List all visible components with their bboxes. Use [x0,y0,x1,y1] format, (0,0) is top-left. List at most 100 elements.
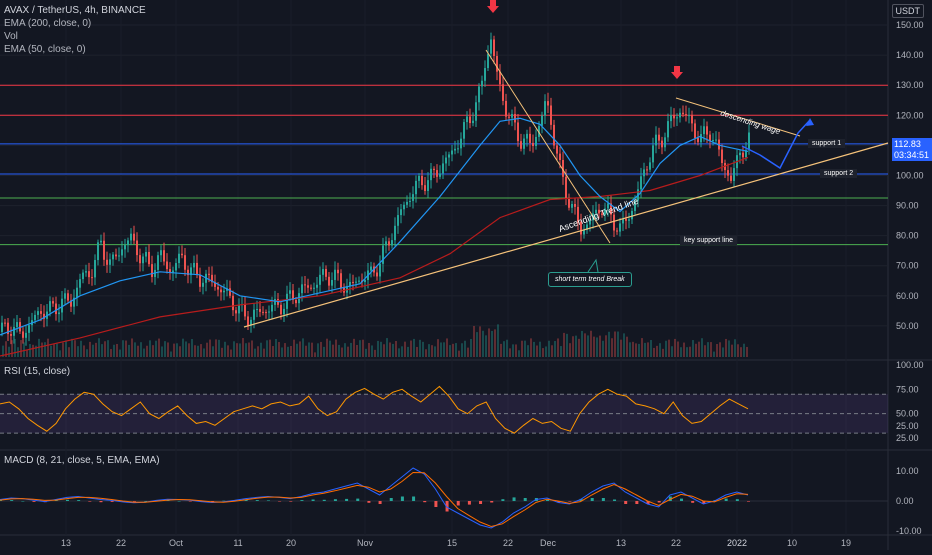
ema-200-line [0,156,749,357]
indicator-ema200[interactable]: EMA (200, close, 0) [4,18,92,29]
volume-bar [551,345,553,357]
candle-body [268,311,270,313]
volume-bar [344,343,346,357]
macd-histogram-bar [445,501,449,512]
candle-body [409,200,411,202]
candle-body [325,269,327,277]
volume-bar [254,348,256,357]
volume-bar [689,346,691,357]
volume-bar [92,344,94,357]
candle-body [589,220,591,225]
volume-bar [668,339,670,357]
volume-bar [188,343,190,357]
volume-bar [527,345,529,357]
candle-body [721,149,723,164]
volume-bar [464,340,466,357]
candle-body [571,204,573,208]
macd-title[interactable]: MACD (8, 21, close, 5, EMA, EMA) [4,455,160,466]
macd-histogram-bar [132,501,136,502]
last-price-tag: 112.83 [892,138,932,150]
candle-body [274,298,276,305]
candle-body [220,289,222,293]
volume-bar [539,341,541,357]
volume-bar [623,333,625,357]
symbol-title[interactable]: AVAX / TetherUS, 4h, BINANCE [4,5,146,16]
volume-bar [290,346,292,357]
volume-bar [278,342,280,357]
candle-body [352,281,354,283]
candle-body [640,176,642,190]
price-tick-label: 50.00 [896,321,919,331]
volume-bar [476,332,478,357]
candle-body [685,114,687,116]
candle-body [448,154,450,158]
candle-body [463,122,465,139]
candle-body [679,112,681,118]
volume-bar [500,343,502,357]
candle-body [703,126,705,135]
volume-bar [230,349,232,357]
volume-bar [671,346,673,357]
volume-bar [443,342,445,357]
candle-body [607,203,609,209]
volume-bar [137,345,139,357]
candle-body [535,136,537,146]
candle-body [151,264,153,277]
candle-body [730,175,732,181]
macd-histogram-bar [144,501,148,502]
candle-body [85,271,87,273]
candle-body [82,272,84,280]
macd-histogram-bar [423,501,427,503]
indicator-vol[interactable]: Vol [4,31,18,42]
volume-bar [479,326,481,357]
volume-bar [122,340,124,357]
volume-bar [383,344,385,357]
macd-histogram-bar [624,501,628,504]
candle-body [319,274,321,285]
candle-body [316,284,318,288]
macd-histogram-bar [54,500,58,501]
volume-bar [641,338,643,357]
volume-bar [251,340,253,357]
volume-bar [632,341,634,357]
volume-bar [110,349,112,357]
candle-body [694,123,696,138]
volume-bar [437,339,439,357]
time-tick-label: Dec [540,538,557,548]
volume-bar [566,333,568,357]
candle-body [142,256,144,264]
candle-body [568,198,570,208]
volume-bar [65,340,67,357]
volume-bar [206,342,208,357]
volume-bar [674,338,676,357]
candle-body [508,116,510,118]
candle-body [388,241,390,246]
candle-body [217,286,219,290]
candle-body [244,304,246,317]
volume-bar [29,344,31,357]
volume-bar [125,340,127,357]
candle-body [493,39,495,57]
volume-bar [470,338,472,357]
macd-histogram-bar [300,500,304,501]
volume-bar [569,343,571,357]
candle-body [490,39,492,54]
rsi-title[interactable]: RSI (15, close) [4,366,71,377]
volume-bar [458,350,460,357]
volume-bar [518,350,520,357]
candle-body [520,141,522,149]
callout-pointer [587,258,599,273]
indicator-ema50[interactable]: EMA (50, close, 0) [4,44,86,55]
candle-body [481,80,483,87]
candle-body [370,266,372,271]
macd-histogram-bar [21,501,25,502]
macd-tick-label: 25.00 [896,421,919,431]
candle-body [307,285,309,288]
candle-body [250,319,252,326]
candle-body [43,313,45,319]
rsi-line [0,385,749,434]
currency-label[interactable]: USDT [891,4,924,18]
volume-bar [587,335,589,357]
